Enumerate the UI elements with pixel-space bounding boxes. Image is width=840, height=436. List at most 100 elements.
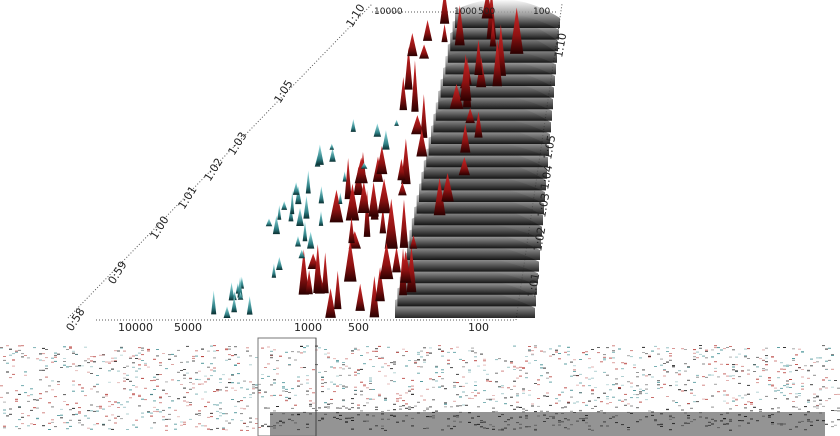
overview-trace-segment (63, 361, 66, 362)
overview-trace-segment (33, 347, 36, 349)
overview-trace-segment (492, 411, 495, 413)
overview-trace-segment (747, 393, 750, 395)
overview-trace-segment (441, 355, 444, 357)
overview-trace-segment (183, 396, 186, 398)
overview-trace-segment (474, 395, 477, 397)
overview-trace-segment (63, 394, 66, 396)
overview-trace-segment (576, 375, 579, 376)
overview-trace-segment (714, 347, 717, 349)
overview-trace-segment (357, 369, 360, 371)
overview-trace-segment (15, 351, 18, 353)
overview-trace-segment (519, 369, 522, 371)
overview-trace-segment (732, 375, 735, 377)
overview-trace-segment (777, 423, 780, 425)
spectral-peak (281, 201, 288, 210)
overview-trace-segment (93, 361, 96, 363)
overview-trace-segment (216, 389, 219, 391)
overview-trace-segment (108, 370, 111, 372)
overview-trace-segment (615, 406, 618, 408)
overview-trace-segment (207, 379, 210, 381)
overview-trace-segment (216, 418, 219, 420)
overview-trace-segment (618, 388, 621, 390)
spectral-peak (397, 158, 406, 181)
overview-trace-segment (369, 383, 372, 384)
overview-trace-segment (819, 357, 822, 359)
overview-trace-segment (657, 353, 660, 355)
overview-trace-segment (525, 377, 528, 379)
spectral-peak (277, 204, 282, 220)
overview-trace-segment (432, 386, 435, 388)
overview-trace-segment (813, 397, 816, 399)
overview-trace-segment (66, 349, 69, 350)
overview-trace-segment (765, 364, 768, 366)
overview-trace-segment (126, 401, 129, 403)
overview-trace-segment (30, 409, 33, 411)
overview-trace-segment (744, 403, 747, 405)
overview-trace-segment (834, 394, 837, 395)
overview-trace-segment (513, 408, 516, 410)
overview-trace-segment (48, 429, 51, 430)
overview-strip[interactable] (0, 337, 840, 436)
overview-trace-segment (264, 423, 267, 425)
overview-trace-segment (837, 387, 840, 389)
overview-trace-segment (42, 425, 45, 427)
overview-trace-segment (588, 400, 591, 402)
overview-trace-segment (279, 420, 282, 422)
overview-trace-segment (3, 409, 6, 411)
spectral-peak (265, 218, 273, 227)
overview-trace-segment (528, 349, 531, 351)
overview-trace-segment (96, 391, 99, 393)
overview-trace-segment (69, 409, 72, 411)
overview-trace-segment (102, 396, 105, 398)
overview-trace-segment (504, 360, 507, 362)
overview-trace-segment (135, 426, 138, 428)
overview-trace-segment (636, 407, 639, 409)
spectral-peak (348, 231, 361, 249)
overview-trace-segment (27, 357, 30, 359)
overview-trace-segment (15, 350, 18, 352)
overview-trace-segment (456, 416, 459, 418)
overview-trace-segment (63, 346, 66, 348)
overview-trace-segment (564, 427, 567, 429)
overview-trace-segment (681, 409, 684, 411)
overview-trace-segment (213, 391, 216, 392)
overview-trace-segment (336, 385, 339, 387)
overview-trace-segment (156, 374, 159, 376)
overview-trace-segment (828, 398, 831, 400)
overview-trace-segment (483, 360, 486, 362)
overview-trace-segment (189, 402, 192, 403)
overview-trace-segment (570, 361, 573, 363)
freq-back-tick-10000: 10000 (374, 7, 403, 17)
time-tick-0-59: 0:59 (106, 259, 130, 287)
overview-trace-segment (189, 388, 192, 390)
overview-trace-segment (69, 425, 72, 427)
overview-trace-segment (465, 382, 468, 384)
overview-trace-segment (93, 424, 96, 426)
overview-trace-segment (294, 394, 297, 396)
overview-trace-segment (501, 393, 504, 395)
overview-trace-segment (579, 410, 582, 412)
overview-trace-segment (78, 419, 81, 421)
overview-trace-segment (642, 374, 645, 376)
overview-trace-segment (18, 406, 21, 408)
overview-trace-segment (336, 407, 339, 409)
overview-trace-segment (798, 348, 801, 350)
overview-trace-segment (573, 369, 576, 371)
overview-trace-segment (621, 424, 624, 426)
overview-trace-segment (153, 406, 156, 408)
overview-trace-segment (240, 413, 243, 415)
overview-trace-segment (429, 416, 432, 418)
overview-trace-segment (693, 394, 696, 396)
overview-trace-segment (795, 364, 798, 365)
overview-trace-segment (450, 367, 453, 369)
overview-trace-segment (516, 422, 519, 424)
overview-trace-segment (831, 355, 834, 356)
overview-trace-segment (219, 389, 222, 391)
overview-trace-segment (798, 421, 801, 423)
overview-trace-segment (513, 369, 516, 370)
overview-trace-segment (462, 404, 465, 406)
overview-trace-segment (87, 358, 90, 360)
overview-trace-segment (576, 420, 579, 422)
